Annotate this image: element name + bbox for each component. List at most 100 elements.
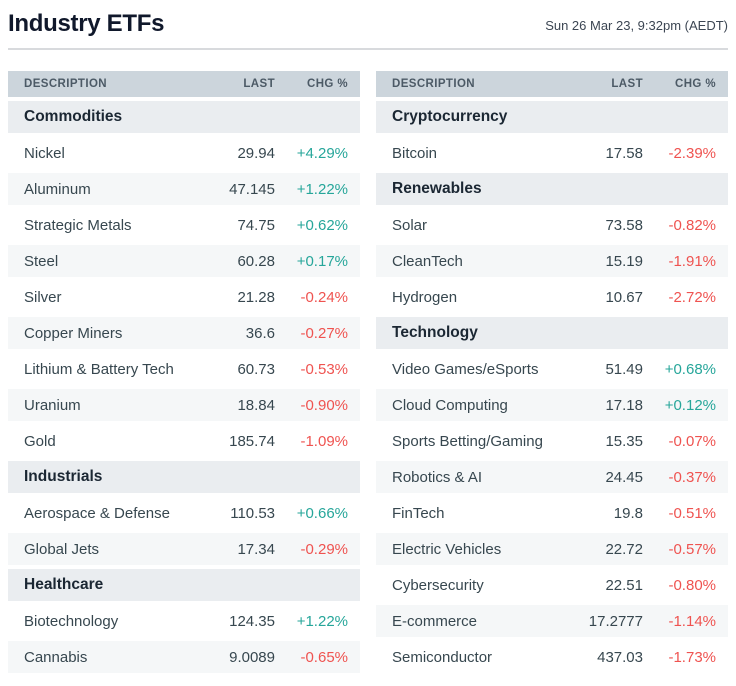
etf-tables-container: DESCRIPTION LAST CHG % Commodities Nickel 29.… [8, 71, 728, 677]
category-label: Healthcare [24, 576, 104, 593]
etf-last-value: 17.2777 [588, 612, 643, 630]
etf-change-percent: +4.29% [296, 144, 348, 162]
category-label: Commodities [24, 108, 123, 125]
etf-name: Global Jets [24, 540, 100, 558]
etf-name: Sports Betting/Gaming [392, 432, 543, 450]
etf-row[interactable]: Copper Miners 36.6 -0.27% [8, 317, 360, 349]
etf-last-value: 124.35 [229, 612, 275, 630]
etf-name: Steel [24, 252, 59, 270]
etf-row[interactable]: Robotics & AI 24.45 -0.37% [376, 461, 728, 493]
etf-row[interactable]: Uranium 18.84 -0.90% [8, 389, 360, 421]
etf-last-value: 15.19 [605, 252, 643, 270]
etf-name: Gold [24, 432, 56, 450]
etf-change-percent: +0.12% [664, 396, 716, 414]
etf-name: CleanTech [392, 252, 463, 270]
etf-change-percent: +0.17% [296, 252, 348, 270]
etf-name: Aerospace & Defense [24, 504, 170, 522]
etf-row[interactable]: Video Games/eSports 51.49 +0.68% [376, 353, 728, 385]
etf-row[interactable]: Global Jets 17.34 -0.29% [8, 533, 360, 565]
etf-row[interactable]: Lithium & Battery Tech 60.73 -0.53% [8, 353, 360, 385]
etf-row[interactable]: Aerospace & Defense 110.53 +0.66% [8, 497, 360, 529]
etf-row[interactable]: Nickel 29.94 +4.29% [8, 137, 360, 169]
etf-name: Video Games/eSports [392, 360, 539, 378]
etf-change-percent: -0.53% [300, 360, 348, 378]
etf-last-value: 9.0089 [229, 648, 275, 666]
etf-row[interactable]: Steel 60.28 +0.17% [8, 245, 360, 277]
column-header-description: DESCRIPTION [24, 78, 107, 90]
etf-row[interactable]: Sports Betting/Gaming 15.35 -0.07% [376, 425, 728, 457]
etf-row[interactable]: Silver 21.28 -0.24% [8, 281, 360, 313]
etf-row[interactable]: Hydrogen 10.67 -2.72% [376, 281, 728, 313]
etf-row[interactable]: Aluminum 47.145 +1.22% [8, 173, 360, 205]
column-header-last: LAST [611, 78, 643, 90]
etf-row[interactable]: Solar 73.58 -0.82% [376, 209, 728, 241]
etf-name: Robotics & AI [392, 468, 483, 486]
etf-change-percent: -0.29% [300, 540, 348, 558]
category-row: Industrials [8, 461, 360, 493]
etf-last-value: 10.67 [605, 288, 643, 306]
etf-row[interactable]: Electric Vehicles 22.72 -0.57% [376, 533, 728, 565]
etf-name: Bitcoin [392, 144, 438, 162]
etf-row[interactable]: Cybersecurity 22.51 -0.80% [376, 569, 728, 601]
etf-row[interactable]: Bitcoin 17.58 -2.39% [376, 137, 728, 169]
etf-change-percent: -0.80% [668, 576, 716, 594]
etf-change-percent: -0.07% [668, 432, 716, 450]
category-label: Cryptocurrency [392, 108, 508, 125]
etf-name: Copper Miners [24, 324, 123, 342]
category-label: Renewables [392, 180, 482, 197]
etf-name: Uranium [24, 396, 81, 414]
timestamp: Sun 26 Mar 23, 9:32pm (AEDT) [545, 18, 728, 33]
etf-name: FinTech [392, 504, 445, 522]
etf-change-percent: -1.91% [668, 252, 716, 270]
etf-table-right: DESCRIPTION LAST CHG % Cryptocurrency Bitcoi… [376, 71, 728, 677]
etf-last-value: 19.8 [613, 504, 643, 522]
etf-name: Aluminum [24, 180, 91, 198]
etf-last-value: 60.73 [237, 360, 275, 378]
etf-last-value: 22.72 [605, 540, 643, 558]
etf-change-percent: -0.65% [300, 648, 348, 666]
header-divider [8, 48, 728, 50]
etf-row[interactable]: Strategic Metals 74.75 +0.62% [8, 209, 360, 241]
etf-change-percent: -1.73% [668, 648, 716, 666]
category-label: Technology [392, 324, 478, 341]
etf-last-value: 60.28 [237, 252, 275, 270]
etf-change-percent: -1.09% [300, 432, 348, 450]
etf-row[interactable]: Cannabis 9.0089 -0.65% [8, 641, 360, 673]
etf-last-value: 47.145 [229, 180, 275, 198]
etf-last-value: 21.28 [237, 288, 275, 306]
etf-change-percent: +1.22% [296, 180, 348, 198]
etf-last-value: 36.6 [245, 324, 275, 342]
etf-change-percent: -2.72% [668, 288, 716, 306]
category-label: Industrials [24, 468, 103, 485]
etf-change-percent: -0.90% [300, 396, 348, 414]
etf-name: Electric Vehicles [392, 540, 502, 558]
etf-change-percent: -0.51% [668, 504, 716, 522]
etf-last-value: 22.51 [605, 576, 643, 594]
etf-row[interactable]: E-commerce 17.2777 -1.14% [376, 605, 728, 637]
etf-row[interactable]: Semiconductor 437.03 -1.73% [376, 641, 728, 673]
category-row: Commodities [8, 101, 360, 133]
etf-change-percent: -2.39% [668, 144, 716, 162]
etf-table-left: DESCRIPTION LAST CHG % Commodities Nickel 29.… [8, 71, 360, 677]
etf-last-value: 29.94 [237, 144, 275, 162]
etf-last-value: 73.58 [605, 216, 643, 234]
etf-row[interactable]: Cloud Computing 17.18 +0.12% [376, 389, 728, 421]
etf-row[interactable]: FinTech 19.8 -0.51% [376, 497, 728, 529]
etf-change-percent: -1.14% [668, 612, 716, 630]
etf-last-value: 51.49 [605, 360, 643, 378]
etf-row[interactable]: Biotechnology 124.35 +1.22% [8, 605, 360, 637]
etf-name: Cybersecurity [392, 576, 484, 594]
etf-last-value: 185.74 [229, 432, 275, 450]
page-title: Industry ETFs [8, 10, 165, 37]
etf-last-value: 74.75 [237, 216, 275, 234]
etf-name: Semiconductor [392, 648, 493, 666]
column-header-chg-percent: CHG % [675, 78, 716, 90]
etf-last-value: 110.53 [230, 504, 275, 522]
etf-name: Cloud Computing [392, 396, 508, 414]
category-row: Technology [376, 317, 728, 349]
etf-name: Solar [392, 216, 428, 234]
etf-name: Hydrogen [392, 288, 458, 306]
table-header-row: DESCRIPTION LAST CHG % [8, 71, 360, 97]
etf-row[interactable]: CleanTech 15.19 -1.91% [376, 245, 728, 277]
etf-row[interactable]: Gold 185.74 -1.09% [8, 425, 360, 457]
